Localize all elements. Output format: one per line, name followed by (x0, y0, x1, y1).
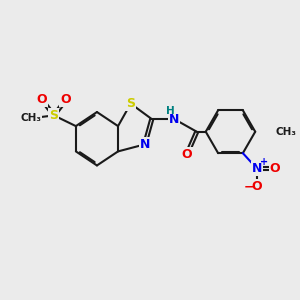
Text: O: O (60, 94, 71, 106)
Text: O: O (182, 148, 192, 161)
Text: S: S (50, 109, 58, 122)
Text: H: H (166, 106, 174, 116)
Text: S: S (126, 97, 135, 110)
Text: −: − (244, 181, 254, 194)
Text: +: + (260, 157, 268, 166)
Text: O: O (252, 179, 262, 193)
Text: O: O (270, 162, 280, 175)
Text: N: N (140, 138, 150, 151)
Text: CH₃: CH₃ (20, 113, 41, 123)
Text: N: N (252, 162, 262, 175)
Text: N: N (169, 112, 179, 126)
Text: O: O (37, 94, 47, 106)
Text: CH₃: CH₃ (275, 127, 296, 137)
